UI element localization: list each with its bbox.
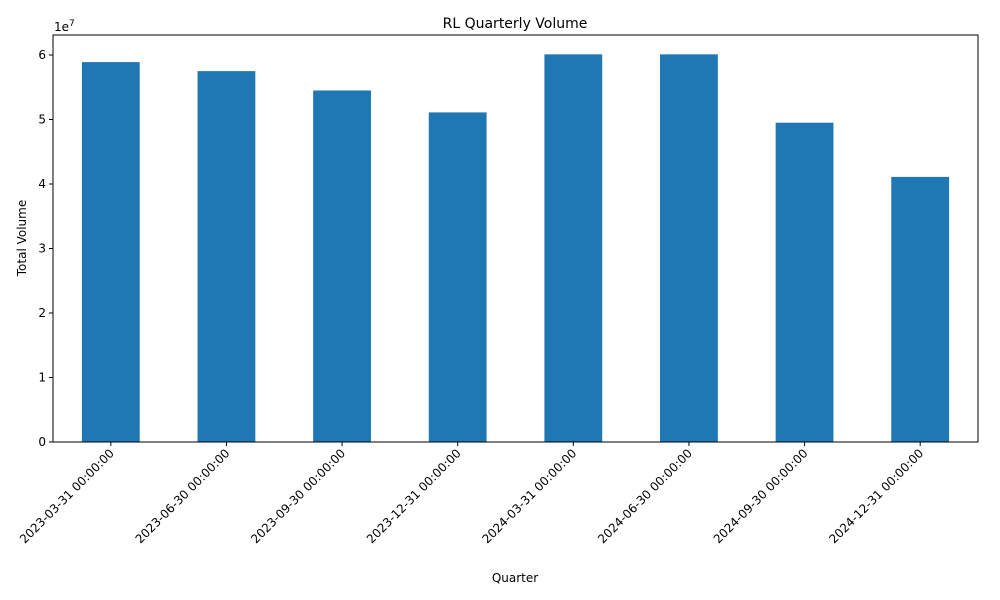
bars-group [81,54,950,443]
x-tick-label: 2023-12-31 00:00:00 [364,446,464,546]
bar [81,62,140,442]
y-axis-label: Total Volume [15,200,29,277]
bar [197,71,256,442]
bar [544,54,603,442]
x-tick-label: 2023-06-30 00:00:00 [133,446,233,546]
bar [313,90,371,443]
bar [660,54,718,442]
x-tick-label: 2023-09-30 00:00:00 [248,446,348,546]
bar [428,112,487,443]
y-tick-label: 4 [38,177,46,191]
y-tick-label: 2 [38,306,46,320]
y-tick-label: 3 [38,241,46,255]
y-tick-label: 0 [38,435,46,449]
x-tick-label: 2024-09-30 00:00:00 [711,446,811,546]
bar [775,122,834,443]
chart-title: RL Quarterly Volume [443,16,588,32]
x-axis-label: Quarter [492,571,538,585]
plot-frame [52,34,979,443]
bar [891,176,950,443]
y-offset-label: 1e7 [54,19,75,34]
y-offset-base: 1e [54,20,69,34]
x-tick-label: 2024-06-30 00:00:00 [595,446,695,546]
y-offset-exponent: 7 [69,19,75,29]
y-tick-label: 5 [38,112,46,126]
y-axis-ticks: 0 1 2 3 4 5 6 [38,48,53,449]
x-tick-label: 2024-12-31 00:00:00 [826,446,926,546]
y-tick-label: 6 [38,48,46,62]
x-tick-label: 2023-03-31 00:00:00 [17,446,117,546]
x-tick-label: 2024-03-31 00:00:00 [479,446,579,546]
y-tick-label: 1 [38,370,46,384]
x-axis-ticks: 2023-03-31 00:00:00 2023-06-30 00:00:00 20… [17,442,926,546]
